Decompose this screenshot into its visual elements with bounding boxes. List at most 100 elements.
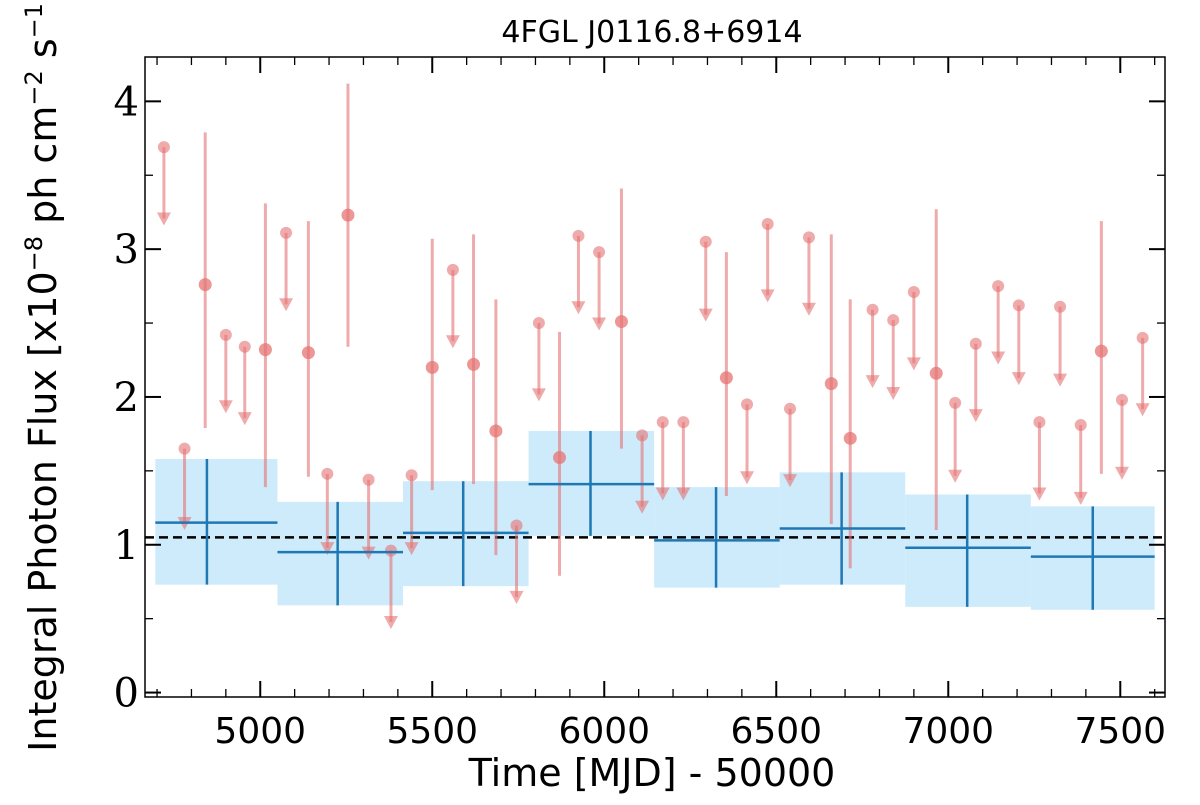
- x-tick-label: 7000: [902, 711, 994, 752]
- upper-limit-point: [784, 402, 797, 415]
- upper-limit-point: [969, 337, 982, 350]
- y-axis-label-exp1: −8: [20, 236, 48, 271]
- detection-point: [489, 424, 503, 438]
- upper-limit-arrow: [1114, 466, 1129, 480]
- y-axis-label-exp2: −2: [20, 70, 48, 105]
- upper-limit-arrow: [886, 386, 901, 400]
- upper-limit-point: [405, 469, 418, 482]
- y-axis-label-post: ]: [21, 0, 65, 3]
- upper-limit-point: [178, 442, 191, 455]
- upper-limit-point: [384, 544, 397, 557]
- x-tick-label: 6000: [558, 711, 650, 752]
- upper-limit-point: [1074, 419, 1087, 432]
- detection-point: [553, 451, 567, 465]
- y-axis-label-pre: Integral Photon Flux [x10: [21, 271, 65, 752]
- detection-point: [824, 377, 838, 391]
- upper-limit-point: [949, 396, 962, 409]
- upper-limit-point: [636, 429, 649, 442]
- upper-limit-point: [656, 416, 669, 429]
- upper-limit-point: [1115, 393, 1128, 406]
- upper-limit-arrow: [740, 471, 755, 485]
- y-axis-label-mid: ph cm: [21, 106, 65, 236]
- y-tick-label: 0: [114, 671, 139, 717]
- upper-limit-arrow: [218, 400, 233, 414]
- detection-point: [341, 208, 355, 222]
- upper-limit-arrow: [237, 412, 252, 426]
- detection-point: [1094, 344, 1108, 358]
- y-axis-label-mid2: s: [21, 38, 65, 70]
- y-axis-label: Integral Photon Flux [x10−8 ph cm−2 s−1]: [20, 0, 65, 752]
- upper-limit-point: [532, 317, 545, 330]
- upper-limit-point: [157, 141, 170, 154]
- upper-limit-point: [572, 229, 585, 242]
- upper-limit-point: [866, 303, 879, 316]
- upper-limit-point: [219, 328, 232, 341]
- upper-limit-point: [1136, 331, 1149, 344]
- upper-limit-arrow: [783, 474, 798, 488]
- upper-limit-point: [677, 416, 690, 429]
- upper-limit-arrow: [509, 590, 524, 604]
- upper-limit-arrow: [383, 616, 398, 630]
- upper-limit-arrow: [1032, 487, 1047, 501]
- upper-limit-arrow: [1011, 372, 1026, 386]
- long-bin-points: [155, 430, 1155, 610]
- upper-limit-arrow: [760, 289, 775, 303]
- upper-limit-point: [992, 280, 1005, 293]
- upper-limit-arrow: [279, 298, 294, 312]
- x-tick-label: 6500: [730, 711, 822, 752]
- upper-limit-point: [761, 218, 774, 231]
- upper-limit-point: [593, 246, 606, 259]
- upper-limit-point: [238, 340, 251, 353]
- chart-title: 4FGL J0116.8+6914: [501, 15, 802, 50]
- x-tick-label: 7500: [1074, 711, 1166, 752]
- plot-frame: [144, 56, 1166, 698]
- upper-limit-arrow: [698, 308, 713, 322]
- upper-limit-arrow: [404, 542, 419, 556]
- upper-limit-arrow: [592, 317, 607, 331]
- upper-limit-arrow: [655, 487, 670, 501]
- detection-point: [258, 343, 272, 357]
- upper-limit-point: [887, 314, 900, 327]
- y-axis-label-exp3: −1: [20, 3, 48, 38]
- upper-limit-arrow: [968, 409, 983, 423]
- upper-limit-arrow: [1135, 403, 1150, 417]
- upper-limit-point: [446, 263, 459, 276]
- detection-point: [301, 346, 315, 360]
- upper-limit-arrow: [801, 302, 816, 316]
- upper-limit-arrow: [156, 212, 171, 226]
- y-tick-label: 3: [114, 227, 139, 273]
- upper-limit-arrow: [948, 469, 963, 483]
- upper-limit-arrow: [571, 301, 586, 315]
- upper-limit-arrow: [531, 388, 546, 402]
- upper-limit-point: [907, 286, 920, 299]
- y-tick-label: 2: [114, 375, 139, 421]
- detection-point: [425, 360, 439, 374]
- x-tick-label: 5500: [386, 711, 478, 752]
- upper-limit-arrow: [991, 351, 1006, 365]
- upper-limit-point: [280, 226, 293, 239]
- axes: 5000 5500 6000 6500 7000 7500 0 1 2 3 4: [114, 56, 1166, 752]
- upper-limit-arrow: [320, 542, 335, 556]
- upper-limit-point: [1054, 300, 1067, 313]
- upper-limit-point: [1012, 299, 1025, 312]
- upper-limit-arrow: [445, 335, 460, 349]
- upper-limit-arrow: [1053, 373, 1068, 387]
- detection-point: [843, 431, 857, 445]
- detection-point: [929, 366, 943, 380]
- x-tick-label: 5000: [214, 711, 306, 752]
- x-axis-label: Time [MJD] - 50000: [468, 751, 836, 795]
- upper-limit-arrow: [635, 500, 650, 514]
- y-tick-label: 4: [114, 79, 139, 125]
- upper-limit-point: [699, 235, 712, 248]
- long-bin-band: [277, 501, 404, 606]
- upper-limit-arrow: [1073, 491, 1088, 505]
- upper-limit-arrow: [676, 487, 691, 501]
- short-bin-points: [156, 83, 1150, 630]
- upper-limit-point: [510, 519, 523, 532]
- upper-limit-point: [1033, 416, 1046, 429]
- detection-point: [719, 371, 733, 385]
- upper-limit-arrow: [906, 357, 921, 371]
- detection-point: [614, 315, 628, 329]
